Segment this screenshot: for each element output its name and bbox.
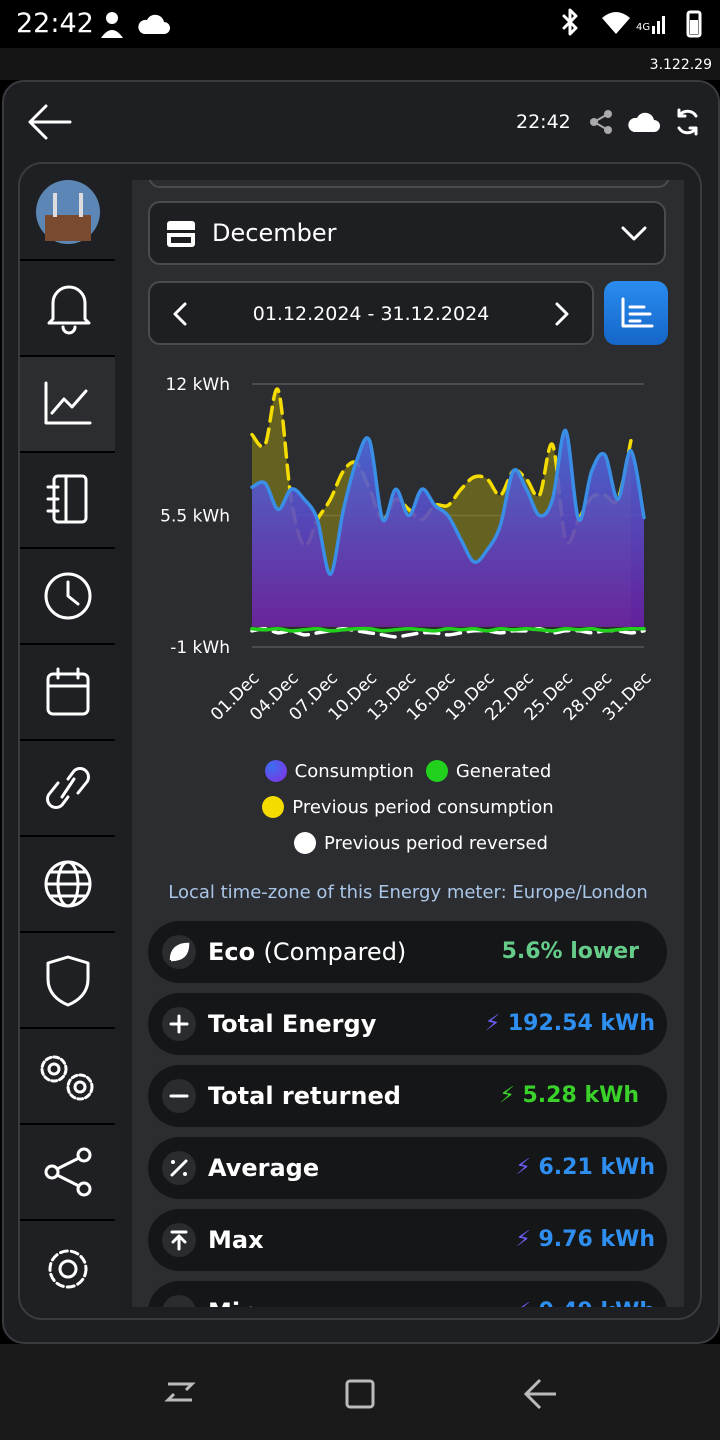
legend-label: Previous period reversed	[324, 833, 548, 854]
prev-period[interactable]	[170, 301, 190, 327]
date-range-text: 01.12.2024 - 31.12.2024	[252, 303, 490, 325]
version-bar: 3.122.29	[0, 48, 720, 80]
settings-tab[interactable]	[20, 1221, 115, 1315]
next-period[interactable]	[552, 301, 572, 327]
y-tick-label: 5.5 kWh	[160, 507, 230, 527]
clipped-field	[148, 180, 670, 188]
stat-label: Total Energy	[208, 1010, 377, 1038]
legend-item[interactable]: Generated	[425, 754, 552, 790]
stat-value: 5.28 kWh	[522, 1083, 640, 1108]
legend-swatch	[264, 760, 287, 782]
version: 3.122.29	[649, 57, 712, 73]
month-select[interactable]: December	[148, 201, 666, 265]
header-icons	[590, 108, 698, 136]
stat-row: Total returned ⚡ 5.28 kWh	[148, 1065, 667, 1127]
stat-label: Eco	[208, 938, 256, 966]
legend-row: Consumption Generated	[132, 754, 684, 790]
stat-row: Average ⚡ 6.21 kWh	[148, 1137, 667, 1199]
share-tab[interactable]	[20, 1125, 115, 1221]
nav-bar	[0, 1344, 720, 1440]
line	[250, 626, 646, 633]
status-icons	[101, 12, 170, 38]
stat-value: 5.6% lower	[501, 939, 639, 964]
legend-row: Previous period reversed	[132, 826, 684, 862]
content: December 01.12.2024 - 31.12.2024 12 kWh 5…	[132, 180, 684, 1307]
notes-tab[interactable]	[20, 453, 115, 549]
status-bar: 22:42 4G	[0, 0, 720, 48]
status-right-icons: 4G	[562, 8, 702, 38]
legend-item[interactable]: Previous period reversed	[294, 826, 548, 862]
legend-swatch	[425, 760, 448, 782]
history-tab[interactable]	[20, 549, 115, 645]
stat-value: 9.76 kWh	[538, 1227, 656, 1252]
advanced-settings-tab[interactable]	[20, 1029, 115, 1125]
stat-label: Min	[208, 1281, 257, 1307]
stat-row: Min⚡ 0.49 kWh	[148, 1281, 667, 1307]
legend-row: Previous period consumption	[132, 790, 684, 826]
chart-tab[interactable]	[20, 357, 115, 453]
legend-swatch	[262, 796, 285, 818]
status-time: 22:42	[16, 8, 94, 39]
alerts-tab[interactable]	[20, 261, 115, 357]
stat-value: 0.49 kWh	[539, 1299, 656, 1307]
stat-row: Total Energy ⚡ 192.54 kWh	[148, 993, 667, 1055]
chart-type-button[interactable]	[604, 281, 668, 345]
line	[250, 428, 646, 576]
stat-value: 192.54 kWh	[507, 1011, 655, 1036]
header-time: 22:42	[516, 111, 571, 133]
area	[252, 430, 644, 627]
link-tab[interactable]	[20, 741, 115, 837]
stat-label: Average	[208, 1154, 320, 1182]
y-tick-label: 12 kWh	[166, 375, 230, 395]
date-range: 01.12.2024 - 31.12.2024	[148, 281, 594, 345]
stat-label: Max	[208, 1226, 264, 1254]
legend-item[interactable]: Consumption	[264, 754, 414, 790]
legend: Consumption Generated Previous period cons…	[132, 754, 684, 862]
avatar-tab[interactable]	[20, 165, 115, 261]
calendar-tab[interactable]	[20, 645, 115, 741]
legend-label: Previous period consumption	[292, 797, 554, 818]
web-tab[interactable]	[20, 837, 115, 933]
stat-row: Eco (Compared) 5.6% lower	[148, 921, 667, 983]
stat-value: 6.21 kWh	[538, 1155, 656, 1180]
stat-row: Max ⚡ 9.76 kWh	[148, 1209, 667, 1271]
legend-item[interactable]: Previous period consumption	[262, 790, 554, 826]
legend-label: Consumption	[294, 761, 414, 782]
legend-swatch	[294, 832, 317, 854]
security-tab[interactable]	[20, 933, 115, 1029]
back-button[interactable]	[26, 102, 76, 142]
month-text: December	[212, 219, 337, 247]
stat-label: Total returned	[208, 1082, 401, 1110]
stat-note: (Compared)	[263, 938, 407, 966]
avatar	[36, 180, 100, 244]
legend-label: Generated	[455, 761, 552, 782]
timezone-note: Local time-zone of this Energy meter: Eu…	[168, 882, 648, 903]
y-tick-label: -1 kWh	[170, 638, 230, 658]
svg-text:4G: 4G	[636, 22, 650, 33]
